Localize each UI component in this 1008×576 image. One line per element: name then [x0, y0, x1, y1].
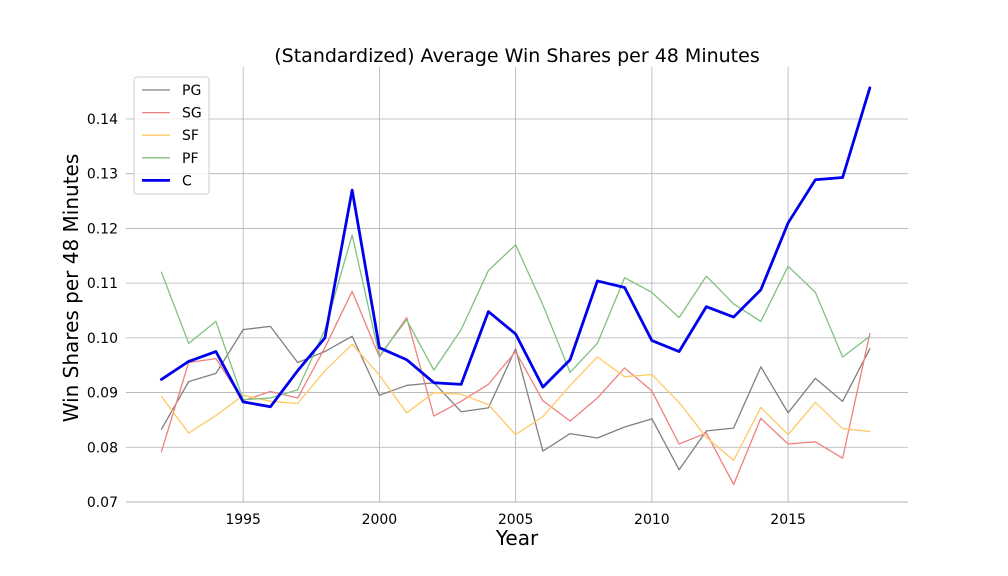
- x-axis-ticks: 1995 2000 2005 2010 2015: [225, 512, 806, 528]
- series-line-c: [160, 86, 872, 409]
- x-tick-label: 2005: [498, 512, 534, 528]
- legend-label-sf: SF: [182, 128, 199, 144]
- y-tick-label: 0.11: [87, 276, 118, 292]
- legend-label-sg: SG: [182, 106, 202, 122]
- y-tick-label: 0.09: [87, 386, 118, 402]
- legend: PG SG SF PF C: [133, 76, 210, 195]
- grid: [126, 67, 908, 503]
- y-tick-label: 0.10: [87, 331, 118, 347]
- series-line-pg: [160, 325, 871, 471]
- y-tick-label: 0.13: [87, 167, 118, 183]
- x-tick-label: 2000: [362, 512, 398, 528]
- chart-title: (Standardized) Average Win Shares per 48…: [274, 45, 759, 67]
- series-line-sf: [160, 343, 871, 462]
- series-lines: [160, 86, 872, 486]
- y-tick-label: 0.12: [87, 221, 118, 237]
- y-tick-label: 0.07: [87, 495, 118, 511]
- y-tick-label: 0.14: [87, 112, 118, 128]
- legend-label-pg: PG: [182, 83, 201, 99]
- legend-frame: [133, 76, 210, 195]
- x-tick-label: 2010: [634, 512, 670, 528]
- legend-label-c: C: [182, 173, 192, 189]
- x-axis-label: Year: [495, 526, 539, 550]
- y-axis-ticks: 0.07 0.08 0.09 0.10 0.11 0.12 0.13 0.14: [87, 112, 118, 511]
- legend-label-pf: PF: [182, 151, 199, 167]
- y-axis-label: Win Shares per 48 Minutes: [59, 154, 83, 423]
- x-tick-label: 1995: [225, 512, 261, 528]
- x-tick-label: 2015: [770, 512, 806, 528]
- y-tick-label: 0.08: [87, 440, 118, 456]
